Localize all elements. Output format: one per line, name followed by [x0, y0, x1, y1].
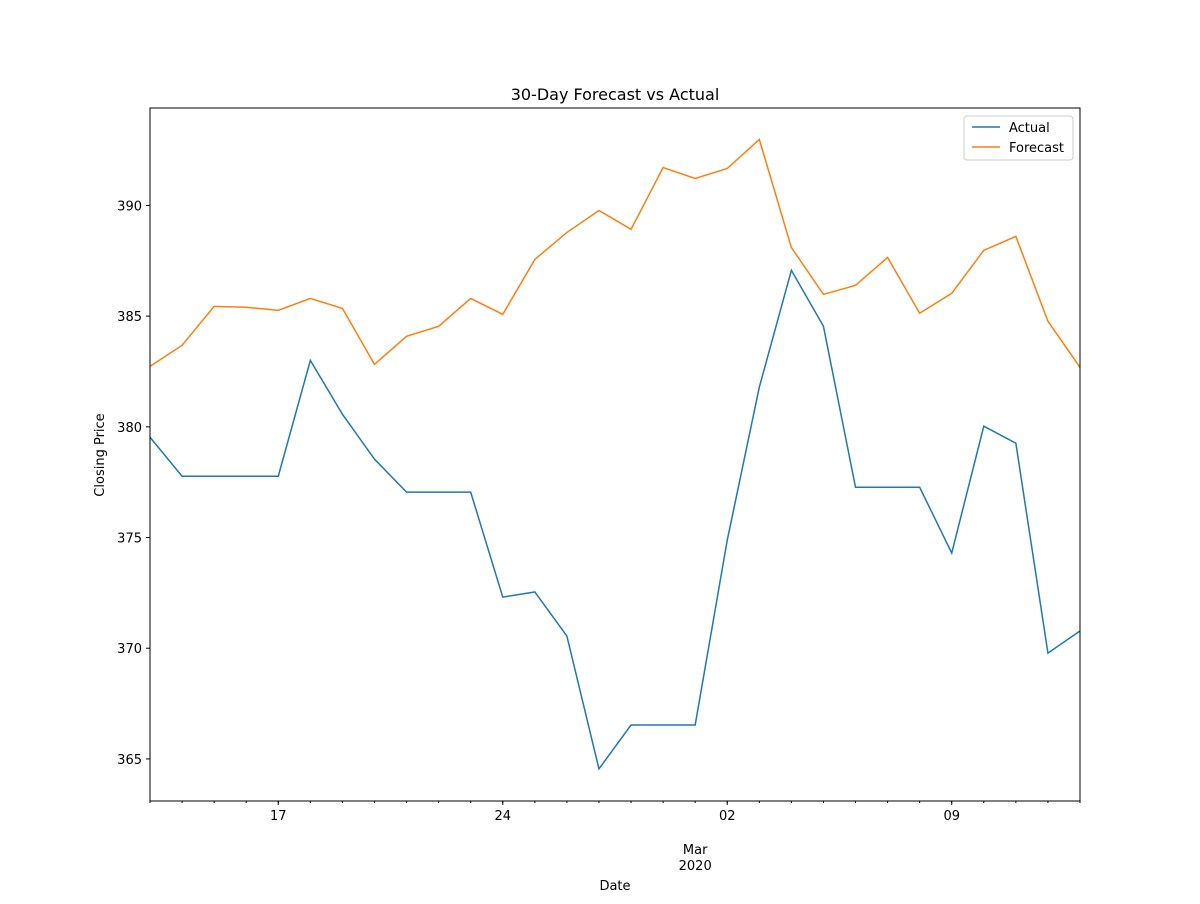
y-tick-label: 365	[117, 753, 142, 768]
chart-title: 30-Day Forecast vs Actual	[511, 85, 720, 104]
y-tick-label: 375	[117, 532, 142, 547]
y-tick-label: 380	[117, 421, 142, 436]
line-series	[149, 138, 1081, 368]
x-tick-label: 24	[494, 809, 511, 824]
y-axis-label: Closing Price	[93, 413, 108, 496]
line-series	[149, 268, 1081, 771]
x-tick-label: 02	[719, 809, 736, 824]
legend-label: Actual	[1009, 121, 1050, 136]
x-tick-label: 09	[943, 809, 960, 824]
y-tick-label: 385	[117, 310, 142, 325]
plot-frame	[149, 107, 1081, 802]
x-tick-label: 17	[270, 809, 287, 824]
legend-label: Forecast	[1009, 141, 1064, 156]
y-tick-label: 390	[117, 199, 142, 214]
x-axis-label: Date	[599, 879, 630, 894]
y-tick-label: 370	[117, 642, 142, 657]
x-minor-label: Mar 2020	[679, 843, 712, 874]
